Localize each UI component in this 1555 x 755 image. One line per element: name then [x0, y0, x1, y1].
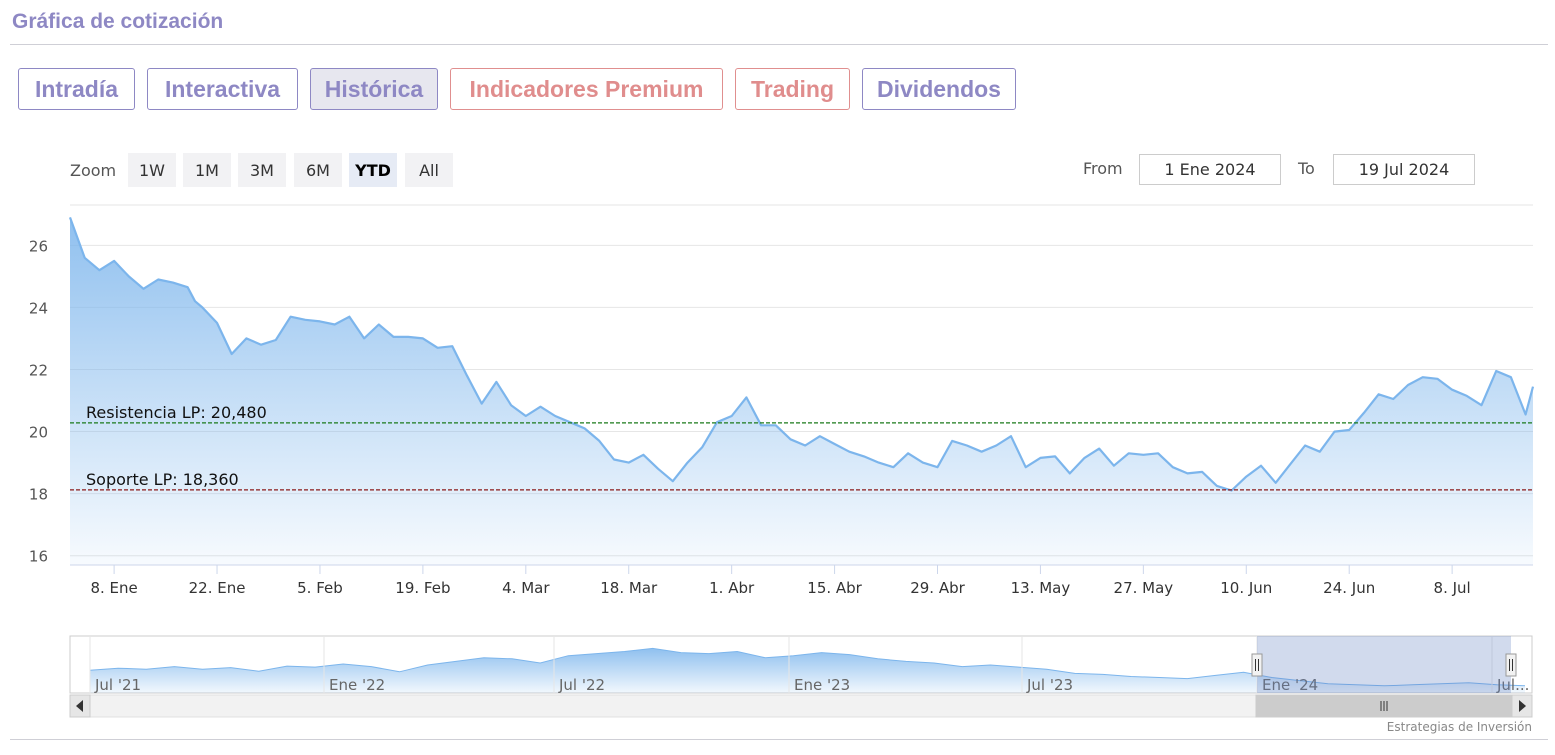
x-tick-label: 1. Abr	[709, 579, 755, 597]
credits-label: Estrategias de Inversión	[1387, 720, 1532, 734]
tab-intradia[interactable]: Intradía	[18, 68, 135, 110]
zoom-all-button[interactable]: All	[405, 153, 453, 187]
x-tick-label: 24. Jun	[1323, 579, 1375, 597]
scrollbar-thumb[interactable]	[1255, 694, 1513, 718]
from-date-input[interactable]: 1 Ene 2024	[1139, 154, 1281, 185]
support-label: Soporte LP: 18,360	[86, 470, 239, 489]
navigator-area	[90, 648, 1525, 693]
tab-interactiva[interactable]: Interactiva	[147, 68, 298, 110]
price-area-fill	[70, 217, 1533, 565]
to-date-input[interactable]: 19 Jul 2024	[1333, 154, 1475, 185]
scroll-right-button[interactable]	[1511, 694, 1533, 718]
from-label: From	[1083, 159, 1123, 178]
bottom-divider	[10, 739, 1548, 740]
scroll-left-button[interactable]	[69, 694, 91, 718]
x-tick-label: 22. Ene	[189, 579, 246, 597]
zoom-3m-button[interactable]: 3M	[238, 153, 286, 187]
x-tick-label: 18. Mar	[600, 579, 658, 597]
chart-tabs: Intradía Interactiva Histórica Indicador…	[18, 68, 1028, 110]
x-tick-label: 10. Jun	[1220, 579, 1272, 597]
tab-historica[interactable]: Histórica	[310, 68, 438, 110]
y-tick-label: 18	[29, 486, 48, 504]
zoom-1w-button[interactable]: 1W	[128, 153, 176, 187]
to-label: To	[1298, 159, 1315, 178]
navigator-selection	[1257, 636, 1511, 693]
page-title: Gráfica de cotización	[12, 10, 224, 33]
x-tick-label: 5. Feb	[297, 579, 343, 597]
price-series-line	[68, 217, 1535, 492]
navigator-right-handle[interactable]	[1505, 653, 1517, 677]
navigator-left-handle[interactable]	[1251, 653, 1263, 677]
handle-body	[1251, 653, 1263, 677]
zoom-1m-button[interactable]: 1M	[183, 153, 231, 187]
y-tick-label: 26	[29, 237, 48, 255]
x-tick-label: 4. Mar	[502, 579, 550, 597]
x-tick-label: 27. May	[1114, 579, 1174, 597]
navigator-line	[89, 647, 1526, 687]
y-tick-label: 20	[29, 424, 48, 442]
navigator-label: Jul '23	[1026, 676, 1073, 694]
navigator-frame	[69, 635, 1533, 694]
y-tick-label: 24	[29, 299, 48, 317]
navigator-label: Ene '23	[794, 676, 850, 694]
zoom-ytd-button[interactable]: YTD	[349, 153, 397, 187]
tab-trading[interactable]: Trading	[735, 68, 850, 110]
zoom-6m-button[interactable]: 6M	[294, 153, 342, 187]
zoom-label: Zoom	[70, 161, 117, 180]
navigator-label: Jul...	[1496, 676, 1529, 694]
x-tick-label: 15. Abr	[807, 579, 862, 597]
navigator-label: Ene '22	[329, 676, 385, 694]
navigator-label: Jul '21	[94, 676, 141, 694]
scroll-right-arrow-icon	[1519, 700, 1526, 712]
handle-body	[1505, 653, 1517, 677]
x-tick-label: 29. Abr	[910, 579, 965, 597]
resistance-label: Resistencia LP: 20,480	[86, 403, 267, 422]
y-tick-label: 16	[29, 548, 48, 566]
scrollbar-track	[69, 694, 1533, 718]
x-tick-label: 8. Jul	[1434, 579, 1471, 597]
tab-dividendos[interactable]: Dividendos	[862, 68, 1016, 110]
x-tick-label: 13. May	[1011, 579, 1071, 597]
x-tick-label: 19. Feb	[395, 579, 450, 597]
y-tick-label: 22	[29, 361, 48, 379]
title-divider	[10, 44, 1548, 45]
tab-indicadores-premium[interactable]: Indicadores Premium	[450, 68, 723, 110]
navigator-label: Jul '22	[558, 676, 605, 694]
navigator-label: Ene '24	[1262, 676, 1318, 694]
x-tick-label: 8. Ene	[90, 579, 137, 597]
scroll-left-arrow-icon	[76, 700, 83, 712]
